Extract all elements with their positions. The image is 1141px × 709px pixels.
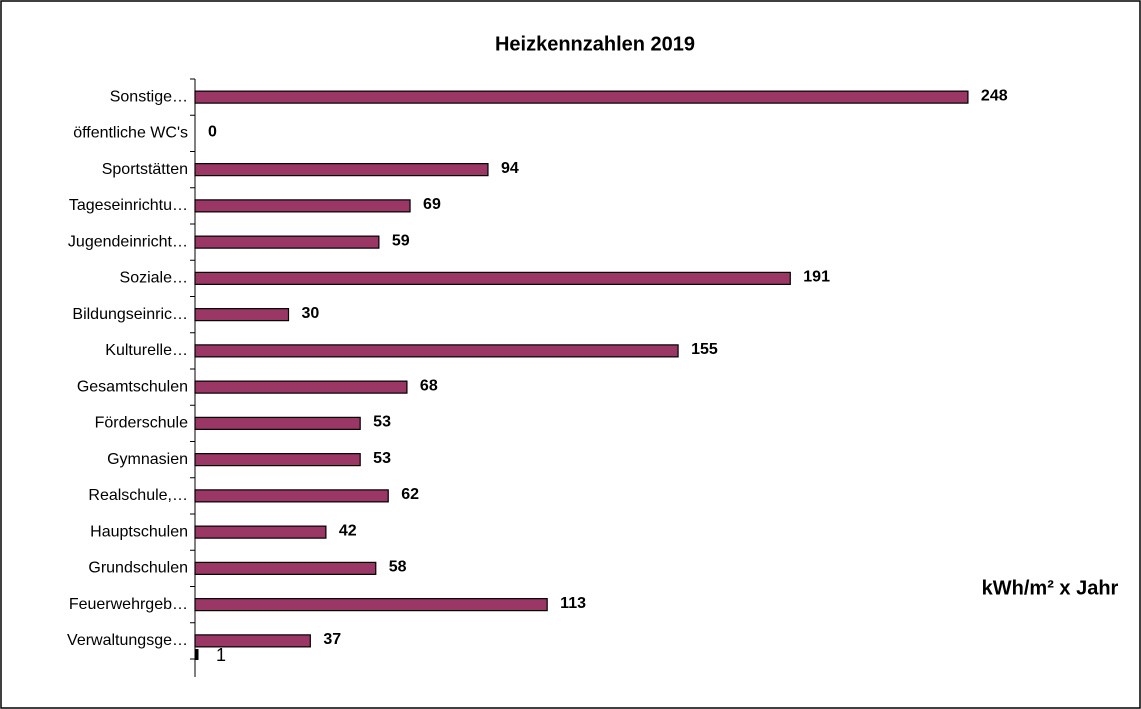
bar	[194, 489, 389, 503]
bar	[194, 634, 311, 648]
y-tick-label: Kulturelle…	[105, 342, 188, 359]
data-label: 30	[302, 305, 320, 322]
data-label: 53	[373, 414, 391, 431]
bar	[194, 90, 969, 104]
data-label: 155	[691, 341, 718, 358]
bar	[194, 199, 411, 213]
chart-title: Heizkennzahlen 2019	[495, 33, 695, 55]
bar	[194, 525, 327, 539]
y-tick-label: Jugendeinricht…	[68, 233, 188, 250]
bar	[194, 344, 679, 358]
data-label: 37	[323, 631, 341, 648]
data-label: 0	[208, 124, 217, 141]
data-label: 248	[981, 87, 1008, 104]
y-tick-label: Soziale…	[120, 270, 188, 287]
y-tick-label: Förderschule	[95, 415, 188, 432]
bar	[194, 271, 791, 285]
y-tick-label: Tageseinrichtu…	[69, 197, 188, 214]
data-label: 42	[339, 522, 357, 539]
data-label: 68	[420, 377, 438, 394]
bar	[194, 308, 290, 322]
data-label: 69	[423, 196, 441, 213]
data-label: 58	[389, 559, 407, 576]
y-tick-label: Realschule,…	[88, 487, 188, 504]
axis-stub-label: 1	[216, 645, 226, 665]
data-label: 191	[803, 269, 830, 286]
y-tick-label: Grundschulen	[88, 560, 188, 577]
bar	[194, 561, 377, 575]
bar	[194, 235, 380, 249]
bar	[194, 453, 361, 467]
y-tick-label: Bildungseinric…	[72, 306, 188, 323]
data-label: 53	[373, 450, 391, 467]
y-tick-label: Sonstige…	[110, 88, 188, 105]
y-tick-label: öffentliche WC's	[73, 125, 188, 142]
y-tick-label: Verwaltungsge…	[67, 632, 188, 649]
y-tick-label: Sportstätten	[102, 161, 188, 178]
bar	[194, 416, 361, 430]
data-label: 62	[401, 486, 419, 503]
y-tick-label: Gymnasien	[107, 451, 188, 468]
data-label: 94	[501, 160, 519, 177]
y-tick-label: Gesamtschulen	[77, 378, 188, 395]
y-tick-label: Hauptschulen	[90, 523, 188, 540]
data-label: 113	[560, 595, 586, 612]
bar	[194, 380, 408, 394]
bar	[194, 163, 489, 177]
axis-label: kWh/m² x Jahr	[982, 577, 1119, 599]
data-label: 59	[392, 232, 410, 249]
bar	[194, 598, 548, 612]
y-tick-label: Feuerwehrgeb…	[69, 596, 188, 613]
